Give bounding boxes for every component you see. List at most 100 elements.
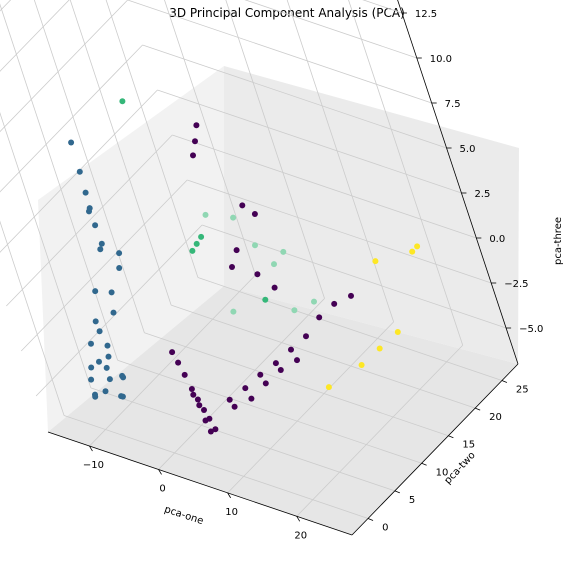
data-point bbox=[326, 384, 332, 390]
data-point bbox=[68, 140, 74, 146]
z-tick-label: −2.5 bbox=[504, 279, 528, 290]
data-point bbox=[395, 329, 401, 335]
data-point bbox=[189, 248, 195, 254]
y-tick-mark bbox=[422, 463, 427, 465]
data-point bbox=[280, 249, 286, 255]
y-tick-mark bbox=[368, 518, 373, 520]
data-point bbox=[230, 215, 236, 221]
data-point bbox=[107, 376, 113, 382]
data-point bbox=[288, 347, 294, 353]
data-point bbox=[189, 386, 195, 392]
data-point bbox=[263, 380, 269, 386]
y-tick-label: 25 bbox=[516, 385, 529, 396]
y-tick-mark bbox=[502, 381, 507, 383]
data-point bbox=[103, 388, 109, 394]
data-point bbox=[257, 372, 263, 378]
data-point bbox=[97, 328, 103, 334]
data-point bbox=[92, 222, 98, 228]
data-point bbox=[119, 373, 125, 379]
data-point bbox=[303, 333, 309, 339]
data-point bbox=[196, 402, 202, 408]
data-point bbox=[252, 242, 258, 248]
data-point bbox=[239, 202, 245, 208]
data-point bbox=[234, 247, 240, 253]
data-point bbox=[105, 343, 111, 349]
data-point bbox=[198, 234, 204, 240]
data-point bbox=[96, 359, 102, 365]
data-point bbox=[190, 152, 196, 158]
data-point bbox=[175, 360, 181, 366]
data-point bbox=[252, 211, 258, 217]
data-point bbox=[272, 285, 278, 291]
data-point bbox=[88, 365, 94, 371]
y-tick-label: 20 bbox=[489, 412, 502, 423]
z-tick-label: 12.5 bbox=[415, 9, 437, 20]
y-tick-mark bbox=[448, 436, 453, 438]
data-point bbox=[169, 349, 175, 355]
z-tick-label: 7.5 bbox=[445, 99, 461, 110]
data-point bbox=[120, 394, 126, 400]
data-point bbox=[111, 310, 117, 316]
data-point bbox=[192, 138, 198, 144]
grid-line-z-left bbox=[0, 0, 128, 171]
data-point bbox=[97, 246, 103, 252]
data-point bbox=[359, 362, 365, 368]
x-tick-label: 20 bbox=[294, 530, 307, 541]
data-point bbox=[203, 212, 209, 218]
data-point bbox=[116, 265, 122, 271]
data-point bbox=[254, 271, 260, 277]
z-tick-label: 5.0 bbox=[460, 144, 476, 155]
data-point bbox=[232, 404, 238, 410]
data-point bbox=[193, 122, 199, 128]
data-point bbox=[271, 261, 277, 267]
data-point bbox=[194, 241, 200, 247]
data-point bbox=[331, 301, 337, 307]
z-tick-label: 10.0 bbox=[430, 54, 452, 65]
data-point bbox=[409, 249, 415, 255]
y-tick-label: 5 bbox=[409, 495, 415, 506]
data-point bbox=[104, 365, 110, 371]
data-point bbox=[230, 309, 236, 315]
data-point bbox=[201, 407, 207, 413]
y-tick-label: 15 bbox=[462, 440, 475, 451]
data-point bbox=[229, 264, 235, 270]
data-point bbox=[87, 205, 93, 211]
data-point bbox=[242, 385, 248, 391]
data-point bbox=[248, 396, 254, 402]
data-point bbox=[311, 299, 317, 305]
data-point bbox=[119, 98, 125, 104]
grid-line-z-left bbox=[0, 0, 113, 126]
data-point bbox=[106, 354, 112, 360]
x-axis-label: pca-one bbox=[163, 504, 205, 527]
z-tick-label: 0.0 bbox=[489, 234, 505, 245]
y-tick-mark bbox=[475, 408, 480, 410]
data-point bbox=[278, 367, 284, 373]
data-point bbox=[92, 288, 98, 294]
x-tick-label: 0 bbox=[159, 483, 165, 494]
data-point bbox=[262, 297, 268, 303]
data-point bbox=[377, 346, 383, 352]
data-point bbox=[92, 394, 98, 400]
y-tick-mark bbox=[395, 491, 400, 493]
data-point bbox=[414, 243, 420, 249]
data-point bbox=[77, 169, 83, 175]
data-point bbox=[88, 341, 94, 347]
data-point bbox=[294, 357, 300, 363]
data-point bbox=[348, 293, 354, 299]
data-point bbox=[182, 372, 188, 378]
data-point bbox=[93, 318, 99, 324]
data-point bbox=[116, 250, 122, 256]
data-point bbox=[208, 429, 214, 435]
data-point bbox=[203, 418, 209, 424]
data-point bbox=[195, 397, 201, 403]
data-point bbox=[83, 190, 89, 196]
y-tick-label: 0 bbox=[382, 522, 388, 533]
z-axis-label: pca-three bbox=[553, 217, 564, 265]
chart-title: 3D Principal Component Analysis (PCA) bbox=[169, 6, 405, 20]
z-tick-label: −5.0 bbox=[519, 324, 543, 335]
axis-panes bbox=[38, 66, 519, 535]
data-point bbox=[291, 307, 297, 313]
data-point bbox=[109, 289, 115, 295]
x-tick-label: −10 bbox=[83, 460, 104, 471]
data-point bbox=[88, 377, 94, 383]
